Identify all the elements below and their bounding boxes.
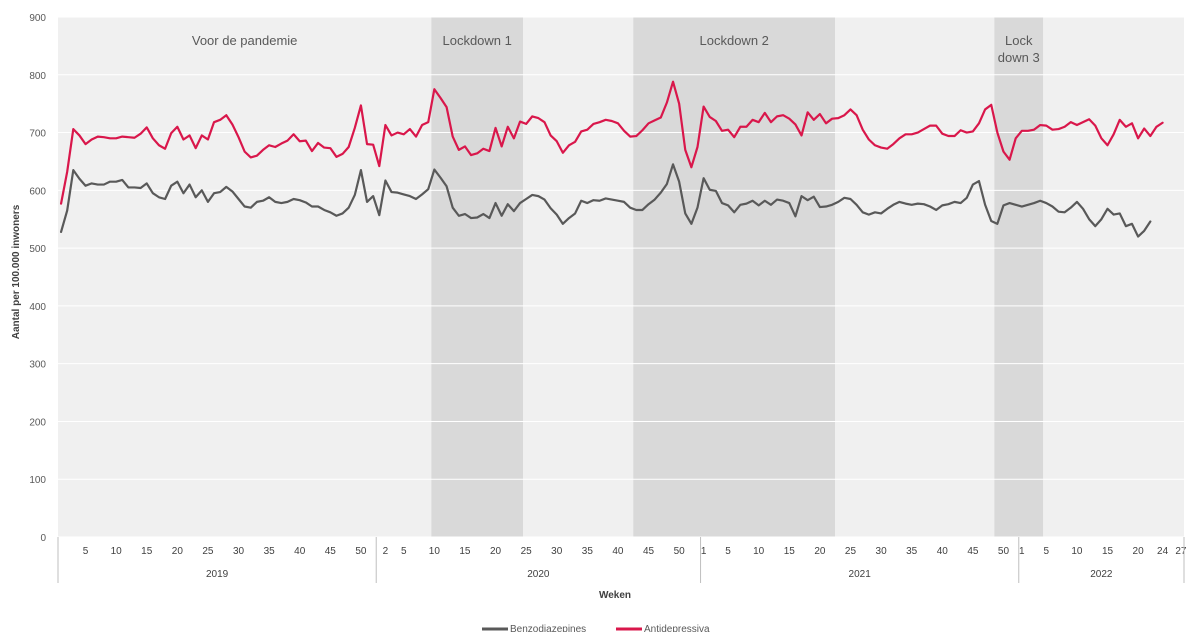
x-tick-label: 45: [643, 546, 655, 557]
x-tick-label: 40: [612, 546, 624, 557]
x-tick-label: 20: [172, 546, 184, 557]
period-label-0: Voor de pandemie: [192, 33, 298, 48]
period-band-4: [835, 17, 995, 537]
period-band-5: [994, 17, 1044, 537]
period-label-3: Lockdown 2: [700, 33, 769, 48]
x-tick-label: 20: [1133, 546, 1145, 557]
y-tick-label: 900: [29, 13, 46, 24]
x-tick-label: 5: [725, 546, 731, 557]
x-tick-label: 25: [845, 546, 857, 557]
legend: Benzodiazepines Antidepressiva: [482, 624, 710, 635]
x-tick-label: 20: [490, 546, 502, 557]
y-tick-label: 600: [29, 186, 46, 197]
y-tick-label: 500: [29, 244, 46, 255]
x-tick-label: 5: [1044, 546, 1050, 557]
x-tick-label: 15: [1102, 546, 1114, 557]
x-tick-label: 40: [294, 546, 306, 557]
y-tick-label: 700: [29, 129, 46, 140]
year-label-2021: 2021: [849, 569, 872, 580]
x-tick-label: 25: [521, 546, 533, 557]
x-tick-label: 50: [674, 546, 686, 557]
x-tick-label: 10: [429, 546, 441, 557]
period-band-1: [431, 17, 524, 537]
y-tick-label: 100: [29, 475, 46, 486]
x-tick-label: 50: [998, 546, 1010, 557]
x-tick-label: 35: [264, 546, 276, 557]
x-tick-label: 27: [1175, 546, 1187, 557]
y-axis-ticks: 0 100 200 300 400 500 600 700 800 900: [29, 13, 46, 544]
y-tick-label: 400: [29, 302, 46, 313]
x-tick-label: 20: [814, 546, 826, 557]
x-tick-label: 10: [753, 546, 765, 557]
period-label-1: Lockdown 1: [442, 33, 511, 48]
period-labels: Voor de pandemie Lockdown 1 Lockdown 2 Lock…: [192, 33, 1040, 65]
x-tick-label: 15: [784, 546, 796, 557]
period-band-3: [633, 17, 836, 537]
x-axis-ticks: 5 10 15 20 25 30 35 40 45 50 2 5 10 15 20 25 30 35 40 45 50 1…: [83, 546, 1187, 557]
period-band-0: [58, 17, 432, 537]
x-tick-label: 1: [1019, 546, 1025, 557]
x-tick-label: 35: [582, 546, 594, 557]
x-tick-label: 30: [551, 546, 563, 557]
x-tick-label: 30: [233, 546, 245, 557]
x-tick-label: 2: [383, 546, 389, 557]
x-tick-label: 45: [325, 546, 337, 557]
x-tick-label: 10: [1071, 546, 1083, 557]
period-label-5: Lock down 3: [998, 33, 1040, 65]
year-label-2022: 2022: [1090, 569, 1113, 580]
x-tick-label: 40: [937, 546, 949, 557]
x-tick-label: 45: [967, 546, 979, 557]
series-line-antidepressiva: [59, 80, 1164, 205]
x-tick-label: 35: [906, 546, 918, 557]
y-tick-label: 800: [29, 71, 46, 82]
x-tick-label: 1: [701, 546, 707, 557]
x-tick-label: 15: [459, 546, 471, 557]
year-label-2019: 2019: [206, 569, 229, 580]
y-axis-title: Aantal per 100.000 inwoners: [11, 204, 22, 339]
y-tick-label: 0: [40, 533, 46, 544]
gridlines: [58, 16, 1184, 538]
x-tick-label: 30: [876, 546, 888, 557]
y-tick-label: 200: [29, 417, 46, 428]
x-tick-label: 15: [141, 546, 153, 557]
period-band-6: [1043, 17, 1184, 537]
x-axis-title: Weken: [599, 590, 631, 601]
year-label-2020: 2020: [527, 569, 550, 580]
x-tick-label: 5: [83, 546, 89, 557]
legend-label-benzodiazepines: Benzodiazepines: [510, 624, 586, 632]
period-shading: [58, 17, 1184, 537]
series-line-benzodiazepines: [59, 163, 1152, 238]
x-tick-label: 25: [202, 546, 214, 557]
series-lines: [59, 80, 1164, 238]
x-tick-label: 5: [401, 546, 407, 557]
y-tick-label: 300: [29, 360, 46, 371]
period-band-2: [523, 17, 634, 537]
legend-label-antidepressiva: Antidepressiva: [644, 624, 710, 632]
x-tick-label: 24: [1157, 546, 1169, 557]
x-tick-label: 50: [355, 546, 367, 557]
year-labels: 2019 2020 2021 2022: [57, 537, 1185, 583]
x-tick-label: 10: [111, 546, 123, 557]
